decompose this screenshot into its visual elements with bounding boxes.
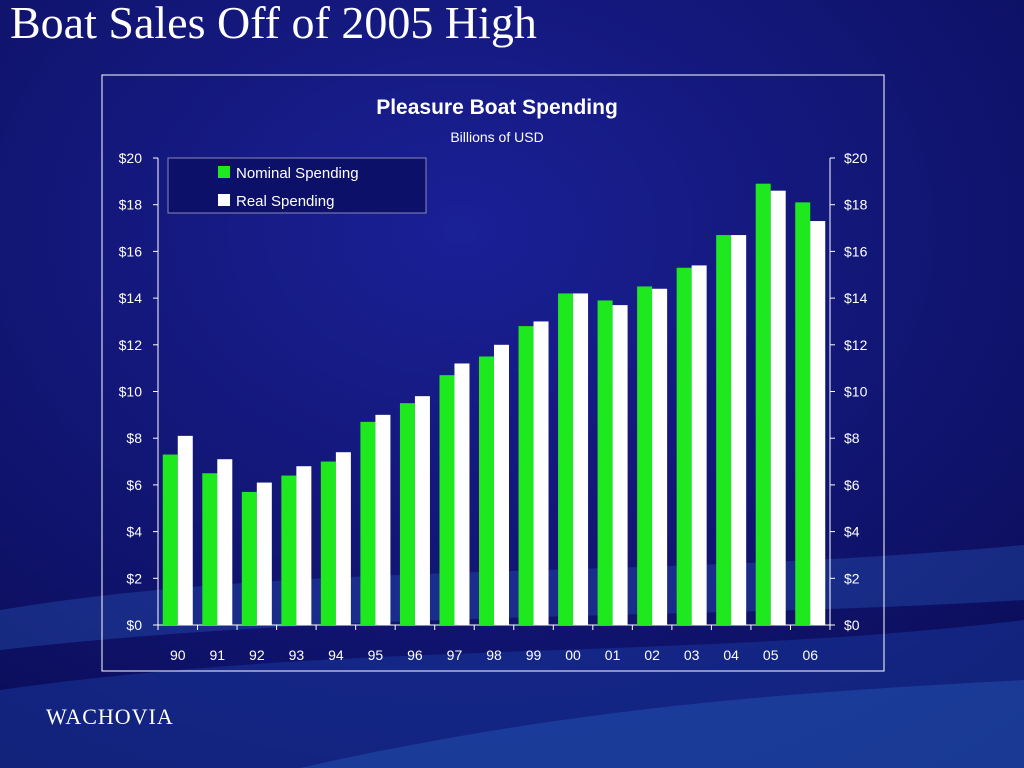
background-swoosh (300, 680, 1024, 768)
bar-real-92 (256, 482, 272, 625)
legend-swatch-nominal (218, 166, 230, 178)
legend: Nominal Spending Real Spending (167, 157, 427, 214)
legend-label-nominal: Nominal Spending (236, 165, 359, 182)
bar-nominal-98 (479, 356, 494, 625)
y-tick-label-left: $6 (126, 477, 142, 493)
chart-frame (101, 74, 885, 672)
y-tick-label-right: $2 (844, 570, 860, 586)
y-tick-label-left: $8 (126, 430, 142, 446)
bar-real-91 (217, 459, 233, 625)
y-tick-label-left: $2 (126, 570, 142, 586)
bar-real-99 (533, 321, 549, 625)
bar-real-97 (454, 363, 470, 625)
legend-swatch-real (218, 194, 230, 206)
bar-nominal-97 (439, 375, 455, 625)
bar-real-00 (573, 293, 589, 625)
legend-label-real: Real Spending (236, 193, 334, 210)
x-tick-label: 92 (249, 647, 265, 663)
y-tick-label-right: $0 (844, 617, 860, 633)
x-tick-label: 98 (486, 647, 502, 663)
x-tick-label: 05 (763, 647, 779, 663)
x-tick-label: 96 (407, 647, 423, 663)
x-tick-label: 91 (210, 647, 226, 663)
bar-nominal-94 (320, 461, 336, 625)
y-tick-label-left: $18 (119, 197, 143, 213)
bar-real-95 (375, 414, 391, 625)
slide-title: Boat Sales Off of 2005 High (10, 0, 537, 48)
y-tick-label-left: $14 (119, 290, 143, 306)
bar-nominal-95 (360, 421, 376, 625)
bar-real-02 (652, 288, 668, 625)
y-tick-label-right: $16 (844, 243, 868, 259)
bar-real-03 (691, 265, 707, 625)
chart-title: Pleasure Boat Spending (376, 96, 618, 119)
y-tick-label-right: $14 (844, 290, 868, 306)
bar-real-05 (770, 190, 786, 625)
bar-nominal-06 (795, 202, 811, 626)
y-tick-label-left: $4 (126, 524, 142, 540)
bar-nominal-91 (202, 473, 218, 625)
bar-nominal-02 (637, 286, 653, 625)
wachovia-logo: WACHOVIA (46, 704, 174, 729)
bar-nominal-96 (399, 403, 415, 625)
background-swoosh (0, 620, 1024, 768)
y-tick-label-right: $10 (844, 384, 868, 400)
x-tick-label: 01 (605, 647, 621, 663)
y-tick-label-left: $16 (119, 243, 143, 259)
y-tick-label-right: $12 (844, 337, 868, 353)
x-tick-label: 06 (802, 647, 818, 663)
bar-real-93 (296, 466, 312, 625)
bar-real-96 (414, 396, 430, 625)
x-tick-label: 94 (328, 647, 344, 663)
y-tick-label-right: $20 (844, 150, 868, 166)
x-tick-label: 03 (684, 647, 700, 663)
y-tick-label-right: $6 (844, 477, 860, 493)
y-tick-label-left: $10 (119, 384, 143, 400)
bar-nominal-00 (558, 293, 574, 625)
x-tick-label: 90 (170, 647, 186, 663)
x-tick-label: 04 (723, 647, 739, 663)
bar-real-98 (494, 344, 509, 625)
x-tick-label: 00 (565, 647, 581, 663)
y-tick-label-right: $18 (844, 197, 868, 213)
bar-real-01 (612, 305, 628, 625)
chart-subtitle: Billions of USD (450, 129, 543, 145)
y-tick-label-right: $4 (844, 524, 860, 540)
y-tick-label-left: $0 (126, 617, 142, 633)
x-tick-label: 99 (526, 647, 542, 663)
bar-nominal-04 (716, 235, 732, 625)
bar-nominal-93 (281, 475, 297, 625)
x-tick-label: 95 (368, 647, 384, 663)
x-tick-label: 97 (447, 647, 463, 663)
x-tick-label: 02 (644, 647, 660, 663)
bar-real-06 (810, 221, 826, 626)
bar-nominal-03 (676, 267, 692, 625)
bar-real-04 (731, 235, 747, 625)
bar-nominal-90 (162, 454, 178, 625)
x-tick-label: 93 (289, 647, 305, 663)
legend-box (167, 157, 427, 214)
bar-nominal-05 (755, 183, 771, 625)
bar-nominal-01 (597, 300, 613, 625)
bar-real-90 (177, 435, 193, 625)
y-tick-label-right: $8 (844, 430, 860, 446)
bar-nominal-92 (241, 491, 257, 625)
bars (162, 183, 826, 626)
bar-real-94 (335, 452, 351, 625)
y-tick-label-left: $12 (119, 337, 143, 353)
y-tick-label-left: $20 (119, 150, 143, 166)
bar-nominal-99 (518, 326, 534, 625)
